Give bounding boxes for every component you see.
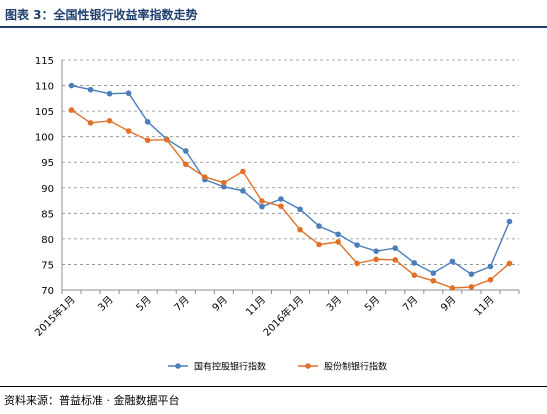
data-point: [259, 203, 265, 210]
data-point: [335, 231, 341, 238]
data-point: [373, 248, 379, 254]
data-point: [354, 242, 360, 248]
data-point: [297, 226, 303, 233]
y-tick-label: 110: [35, 82, 54, 93]
data-point: [430, 270, 437, 276]
data-point: [87, 120, 94, 126]
y-tick-label: 90: [41, 184, 54, 195]
data-point: [144, 137, 151, 144]
data-point: [278, 196, 284, 202]
data-point: [163, 136, 170, 143]
data-point: [506, 260, 513, 267]
data-point: [106, 90, 113, 97]
data-point: [87, 86, 94, 93]
figure-title: 图表 3：全国性银行收益率指数走势: [5, 8, 198, 22]
y-tick-label: 95: [41, 158, 54, 169]
data-point: [221, 179, 227, 186]
source-rule: [0, 386, 547, 387]
data-point: [487, 276, 494, 283]
data-point: [278, 203, 284, 209]
data-point: [506, 218, 513, 225]
series-line-1: [71, 84, 511, 275]
x-tick-label: 9月: [438, 294, 458, 314]
data-point: [182, 161, 189, 168]
y-tick-label: 115: [35, 56, 54, 67]
x-tick-label: 7月: [400, 294, 420, 314]
data-point: [449, 285, 456, 291]
x-tick-label: 11月: [472, 294, 497, 319]
data-point: [240, 168, 246, 175]
data-point: [221, 183, 227, 190]
x-tick-label: 9月: [210, 294, 230, 314]
x-tick-label: 5月: [134, 294, 154, 314]
x-tick-label: 2015年1月: [32, 293, 78, 339]
data-point: [411, 260, 418, 266]
data-point: [68, 82, 75, 89]
data-point: [202, 174, 208, 180]
data-point: [68, 107, 75, 113]
y-tick-label: 85: [41, 209, 54, 220]
data-point: [487, 263, 494, 270]
data-point: [449, 258, 456, 265]
x-tick-label: 2016年1月: [260, 293, 306, 339]
x-tick-label: 5月: [362, 294, 382, 314]
series-line-2: [71, 109, 510, 289]
data-point: [468, 271, 475, 277]
y-tick-label: 70: [41, 286, 54, 297]
data-point: [316, 241, 322, 248]
line-chart: 70 75 80 85 90 95 100 105 110 115 2015年1月 3月 5月 7月 9月 1…: [32, 56, 520, 373]
data-point: [125, 90, 132, 97]
legend-label: 股份制银行指数: [324, 361, 387, 373]
data-point: [297, 206, 303, 213]
data-point: [468, 284, 475, 290]
data-point: [373, 256, 379, 263]
title-rule: [0, 26, 547, 28]
legend-marker: [175, 363, 181, 369]
data-point: [316, 223, 322, 229]
data-point: [354, 260, 360, 267]
data-point: [430, 278, 437, 284]
data-point: [144, 119, 151, 125]
data-point: [335, 239, 341, 245]
legend-label: 国有控股银行指数: [194, 361, 266, 373]
data-point: [411, 272, 418, 278]
data-point: [392, 245, 399, 251]
y-tick-label: 75: [41, 260, 54, 271]
y-tick-label: 105: [35, 107, 54, 118]
data-point: [392, 257, 399, 263]
x-tick-label: 11月: [243, 294, 268, 319]
x-tick-label: 3月: [324, 294, 344, 314]
data-point: [240, 188, 246, 194]
chart-area: 70 75 80 85 90 95 100 105 110 115 2015年1月 3月 5月 7月 9月 1…: [0, 30, 547, 382]
legend-marker: [305, 363, 311, 369]
title-row: 图表 3：全国性银行收益率指数走势: [0, 0, 547, 30]
y-tick-label: 80: [41, 235, 54, 246]
data-point: [259, 198, 265, 204]
data-point: [106, 118, 113, 124]
y-tick-label: 100: [35, 133, 54, 144]
data-point: [182, 148, 189, 154]
x-tick-label: 7月: [172, 294, 192, 314]
data-point: [125, 128, 132, 134]
x-tick-label: 3月: [96, 294, 116, 314]
source-note: 资料来源：普益标准 · 金融数据平台: [4, 394, 180, 407]
